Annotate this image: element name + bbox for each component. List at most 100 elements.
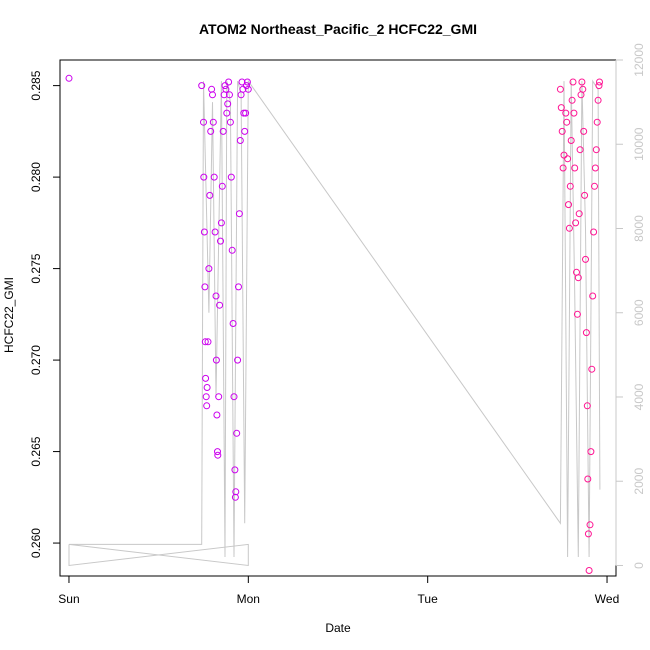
y-tick-label: 0.265: [29, 436, 43, 466]
data-point: [238, 78, 246, 86]
data-point: [228, 246, 236, 254]
data-point: [591, 182, 598, 190]
data-point: [198, 82, 206, 90]
data-point: [232, 488, 240, 496]
data-point: [225, 78, 233, 86]
plot-frame: [59, 59, 617, 577]
data-point: [588, 365, 596, 373]
data-point: [235, 210, 243, 218]
data-point: [233, 429, 241, 437]
data-point: [568, 96, 576, 104]
chart-title: ATOM2 Northeast_Pacific_2 HCFC22_GMI: [199, 21, 477, 37]
data-point: [590, 228, 598, 236]
altitude-line: [68, 79, 601, 567]
data-point: [208, 85, 216, 93]
data-point: [201, 283, 209, 291]
data-point: [214, 448, 221, 456]
data-point: [200, 173, 208, 181]
data-point: [567, 137, 575, 144]
x-tick-label: Wed: [595, 592, 619, 606]
y-tick-label: 0.275: [29, 253, 43, 283]
y-tick-label: 0.270: [29, 345, 43, 375]
y2-tick-label: 6000: [632, 299, 646, 326]
y2-tick-label: 2000: [632, 468, 646, 495]
data-point: [557, 104, 565, 112]
data-point: [596, 78, 603, 86]
data-point: [209, 118, 217, 126]
data-point: [200, 228, 208, 236]
data-point: [219, 127, 227, 135]
data-point: [560, 151, 568, 159]
data-point: [570, 109, 578, 117]
data-point: [202, 374, 210, 382]
altitude-line-layer: [68, 79, 601, 567]
data-point: [576, 146, 584, 154]
data-point: [571, 164, 579, 172]
data-point: [582, 329, 590, 337]
data-point: [563, 118, 571, 126]
data-point: [202, 393, 210, 401]
y2-tick-label: 8000: [632, 215, 646, 242]
data-point: [559, 164, 567, 172]
x-axis-label: Date: [325, 621, 351, 635]
y2-tick-label: 0: [632, 562, 646, 569]
data-point: [595, 82, 603, 90]
data-point: [566, 182, 574, 190]
data-point: [592, 146, 600, 154]
data-point: [203, 402, 211, 410]
y-axis-label: HCFC22_GMI: [2, 277, 16, 353]
data-point: [205, 265, 213, 273]
data-point: [584, 530, 592, 538]
data-point: [206, 191, 214, 199]
data-point: [564, 155, 572, 163]
data-point: [217, 237, 224, 245]
data-point: [210, 173, 218, 181]
data-point: [203, 384, 211, 391]
y-axis: 0.260 0.265 0.270 0.275 0.280 0.285: [29, 70, 61, 558]
data-points-layer: [65, 74, 603, 574]
x-tick-label: Tue: [418, 592, 439, 606]
data-point: [585, 567, 593, 574]
y-tick-label: 0.260: [29, 528, 43, 558]
data-point: [221, 82, 229, 90]
x-tick-label: Mon: [237, 592, 260, 606]
data-point: [207, 127, 215, 135]
data-point: [594, 96, 602, 104]
data-point: [223, 109, 231, 117]
data-point: [579, 85, 587, 93]
data-point: [565, 201, 572, 209]
data-point: [209, 91, 216, 99]
data-point: [226, 118, 234, 126]
data-point: [242, 109, 250, 117]
data-point: [212, 292, 220, 300]
y2-tick-label: 10000: [632, 127, 646, 161]
data-point: [580, 127, 588, 135]
data-point: [230, 393, 238, 401]
y-tick-label: 0.285: [29, 70, 43, 100]
data-point: [226, 91, 233, 99]
data-point: [243, 78, 251, 86]
data-point: [222, 85, 230, 93]
data-point: [581, 191, 589, 199]
data-point: [569, 78, 577, 86]
data-point: [587, 448, 595, 456]
data-point: [65, 74, 73, 82]
data-point: [565, 224, 573, 232]
data-point: [586, 521, 594, 529]
data-point: [235, 283, 242, 291]
data-point: [589, 292, 597, 300]
data-point: [229, 320, 237, 327]
data-point: [204, 338, 212, 346]
y2-tick-label: 4000: [632, 383, 646, 410]
data-point: [575, 210, 583, 218]
secondary-y-axis: 0 2000 4000 6000 8000 10000 12000: [615, 43, 646, 569]
data-point: [234, 356, 242, 364]
data-point: [213, 411, 221, 419]
data-point: [218, 182, 226, 190]
data-point: [593, 118, 601, 126]
data-point: [227, 173, 235, 181]
data-point: [211, 228, 219, 236]
data-point: [578, 78, 586, 86]
data-point: [556, 85, 564, 93]
